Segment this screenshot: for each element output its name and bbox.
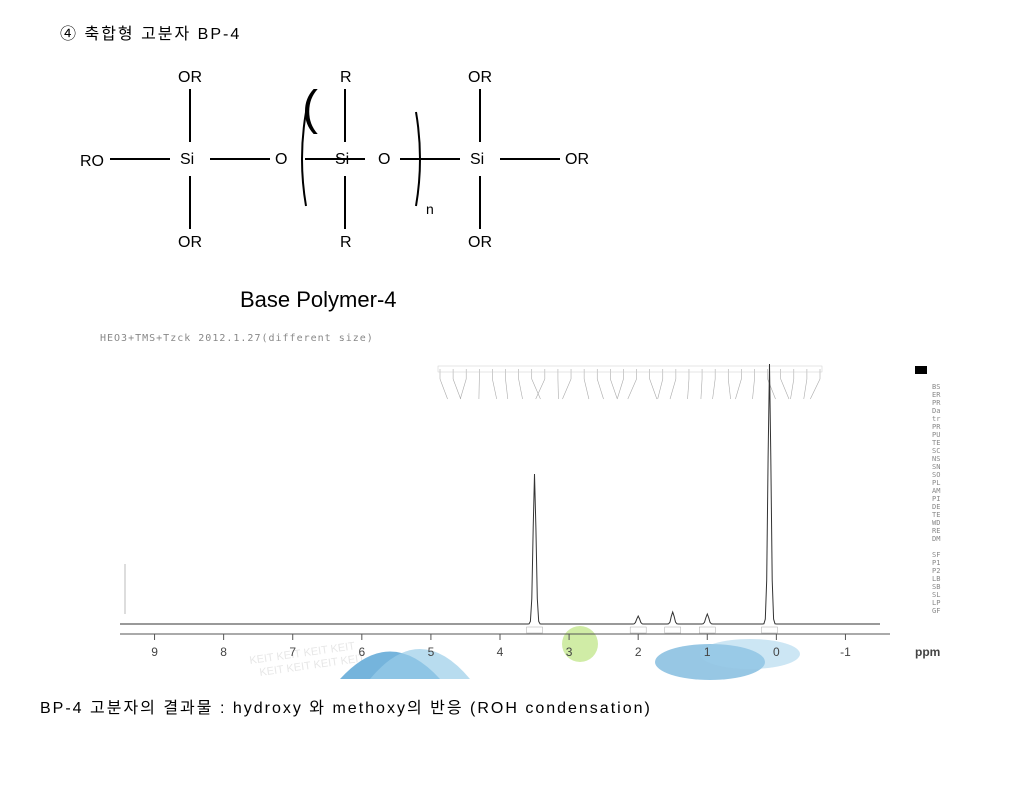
svg-text:SF: SF [932,551,940,559]
svg-text:7: 7 [289,645,296,659]
svg-text:ppm: ppm [915,645,940,659]
svg-text:0: 0 [773,645,780,659]
svg-text:3: 3 [566,645,573,659]
svg-text:Da: Da [932,407,940,415]
svg-text:tr: tr [932,415,940,423]
svg-text:8: 8 [220,645,227,659]
nmr-header-text: HEO3+TMS+Tzck 2012.1.27(different size) [100,333,969,344]
svg-text:P1: P1 [932,559,940,567]
svg-text:RE: RE [932,527,940,535]
label-or: OR [468,69,492,86]
svg-text:SO: SO [932,471,940,479]
svg-text:LB: LB [932,575,940,583]
structure-svg: ( OR OR Si O Si R R O n Si OR OR OR [110,64,590,254]
svg-text:5: 5 [428,645,435,659]
label-or: OR [178,234,202,251]
section-heading: ④ 축합형 고분자 BP-4 [60,20,969,44]
svg-text:9: 9 [151,645,158,659]
svg-text:4: 4 [497,645,504,659]
label-or: OR [565,151,589,168]
label-r: R [340,234,352,251]
label-or: OR [178,69,202,86]
svg-text:TE: TE [932,511,940,519]
svg-text:SN: SN [932,463,940,471]
svg-text:PI: PI [932,495,940,503]
label-si: Si [180,151,194,168]
svg-text:ER: ER [932,391,941,399]
label-n: n [426,201,434,217]
svg-text:1: 1 [704,645,711,659]
svg-text:WD: WD [932,519,940,527]
svg-text:PR: PR [932,399,941,407]
svg-text:SL: SL [932,591,940,599]
svg-text:GF: GF [932,607,940,615]
svg-text:PL: PL [932,479,940,487]
label-r: R [340,69,352,86]
svg-text:PR: PR [932,423,941,431]
svg-text:AM: AM [932,487,940,495]
label-o: O [378,151,390,168]
svg-text:SB: SB [932,583,940,591]
label-or: OR [468,234,492,251]
label-o: O [275,151,287,168]
svg-text:SC: SC [932,447,940,455]
svg-text:2: 2 [635,645,642,659]
svg-text:PU: PU [932,431,940,439]
footer-caption: BP-4 고분자의 결과물 : hydroxy 와 methoxy의 반응 (R… [40,694,969,718]
svg-text:LP: LP [932,599,940,607]
svg-text:DE: DE [932,503,940,511]
nmr-svg: KEIT KEIT KEIT KEIT KEIT KEIT KEIT KEIT … [60,344,980,684]
label-si: Si [335,151,349,168]
label-si: Si [470,151,484,168]
svg-text:NS: NS [932,455,940,463]
svg-text:P2: P2 [932,567,940,575]
nmr-spectrum-plot: KEIT KEIT KEIT KEIT KEIT KEIT KEIT KEIT … [60,344,980,684]
heading-text: 축합형 고분자 BP-4 [84,26,241,43]
label-ro: RO [80,153,110,171]
chemical-structure-diagram: ( OR OR Si O Si R R O n Si OR OR OR RO [110,64,969,277]
svg-text:DM: DM [932,535,940,543]
base-polymer-label: Base Polymer-4 [240,287,969,313]
svg-text:BS: BS [932,383,940,391]
svg-text:TE: TE [932,439,940,447]
heading-number: ④ [60,26,78,43]
svg-text:-1: -1 [840,645,851,659]
svg-text:6: 6 [358,645,365,659]
